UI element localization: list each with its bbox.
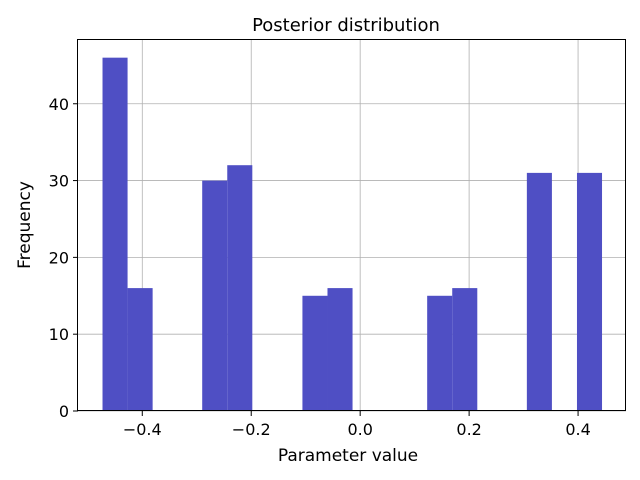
bars [102, 57, 603, 412]
y-tick-label-3: 30 [49, 172, 69, 191]
x-tick-label-4: 0.4 [565, 420, 590, 439]
histogram-bar-13 [427, 295, 453, 411]
histogram-bar-19 [576, 172, 603, 411]
histogram-bar-5 [227, 165, 253, 411]
y-tick-label-2: 20 [49, 248, 69, 267]
histogram-bar-14 [452, 288, 478, 411]
y-axis-label: Frequency [15, 181, 35, 269]
y-tick-label-4: 40 [49, 95, 69, 114]
histogram-bar-9 [327, 288, 353, 411]
y-tick-label-1: 10 [49, 325, 69, 344]
x-tick-label-3: 0.2 [456, 420, 481, 439]
histogram-bar-17 [526, 172, 552, 411]
histogram-bar-0 [102, 57, 128, 412]
chart-title: Posterior distribution [252, 15, 440, 36]
y-tick-label-0: 0 [59, 402, 69, 421]
histogram-bar-4 [202, 180, 228, 411]
x-tick-label-2: 0.0 [347, 420, 372, 439]
plot-frame [77, 39, 626, 411]
histogram-bar-1 [127, 288, 153, 411]
histogram-bar-8 [302, 295, 328, 411]
x-tick-label-0: −0.4 [123, 420, 162, 439]
x-axis-ticks: −0.4 −0.2 0.0 0.2 0.4 [123, 411, 591, 439]
x-tick-label-1: −0.2 [232, 420, 271, 439]
x-axis-label: Parameter value [278, 446, 418, 466]
y-axis-ticks: 0 10 20 30 40 [49, 95, 78, 421]
